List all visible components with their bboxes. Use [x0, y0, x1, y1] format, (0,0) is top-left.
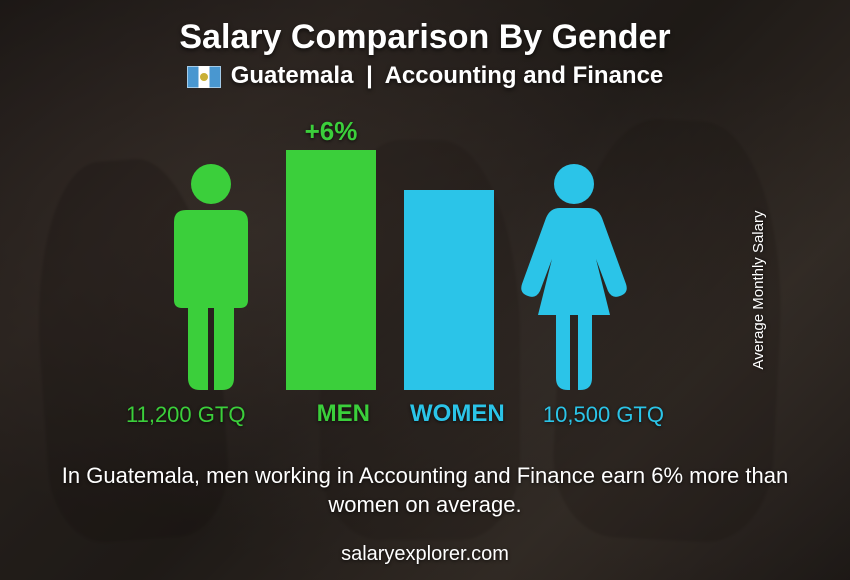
bar-women-wrap: WOMEN	[404, 190, 494, 390]
difference-label: +6%	[286, 116, 376, 147]
bar-women-label: WOMEN	[410, 400, 505, 428]
y-axis-label: Average Monthly Salary	[750, 211, 767, 370]
female-figure: 10,500 GTQ	[514, 160, 634, 390]
subtitle: Guatemala | Accounting and Finance	[0, 62, 850, 90]
bar-men	[286, 150, 376, 390]
infographic-stage: Salary Comparison By Gender Guatemala | …	[0, 0, 850, 580]
subtitle-field: Accounting and Finance	[385, 62, 664, 89]
subtitle-separator: |	[366, 62, 373, 89]
female-icon	[514, 160, 634, 390]
male-figure: 11,200 GTQ	[156, 160, 266, 390]
male-icon	[156, 160, 266, 390]
bar-men-wrap: +6% MEN	[286, 150, 376, 390]
description-text: In Guatemala, men working in Accounting …	[60, 461, 790, 520]
footer-source: salaryexplorer.com	[0, 543, 850, 566]
subtitle-country: Guatemala	[231, 62, 354, 89]
flag-icon	[187, 66, 221, 88]
chart-area: 11,200 GTQ +6% MEN WOMEN	[0, 100, 790, 440]
bar-men-label: MEN	[317, 400, 370, 428]
chart-row: 11,200 GTQ +6% MEN WOMEN	[0, 150, 790, 390]
female-salary: 10,500 GTQ	[543, 402, 664, 428]
page-title: Salary Comparison By Gender	[0, 18, 850, 57]
male-salary: 11,200 GTQ	[126, 402, 245, 428]
bar-women	[404, 190, 494, 390]
